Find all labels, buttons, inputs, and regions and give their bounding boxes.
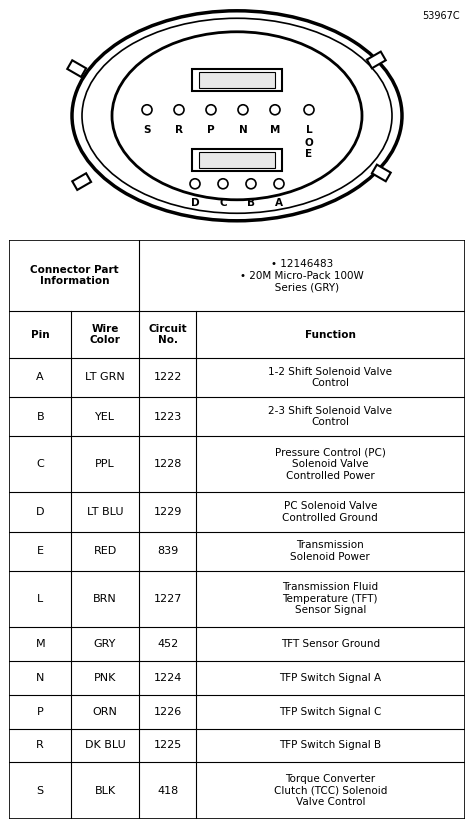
Text: DK BLU: DK BLU bbox=[85, 740, 126, 750]
Text: 53967C: 53967C bbox=[422, 11, 460, 21]
FancyBboxPatch shape bbox=[199, 72, 275, 88]
Text: R: R bbox=[175, 125, 183, 135]
Text: B: B bbox=[247, 198, 255, 208]
Text: 452: 452 bbox=[157, 639, 178, 649]
Text: M: M bbox=[270, 125, 280, 135]
Bar bbox=[67, 60, 86, 77]
Text: N: N bbox=[36, 672, 45, 683]
Text: Connector Part
Information: Connector Part Information bbox=[30, 265, 118, 286]
Text: 839: 839 bbox=[157, 546, 178, 556]
Text: 1224: 1224 bbox=[154, 672, 182, 683]
Text: 2-3 Shift Solenoid Valve
Control: 2-3 Shift Solenoid Valve Control bbox=[268, 406, 392, 428]
Text: Transmission
Solenoid Power: Transmission Solenoid Power bbox=[291, 540, 370, 562]
Text: Circuit
No.: Circuit No. bbox=[148, 323, 187, 346]
Text: S: S bbox=[143, 125, 151, 135]
Text: P: P bbox=[207, 125, 215, 135]
Text: PC Solenoid Valve
Controlled Ground: PC Solenoid Valve Controlled Ground bbox=[283, 501, 378, 523]
Text: B: B bbox=[36, 412, 44, 422]
Text: 1222: 1222 bbox=[154, 372, 182, 382]
Text: Pressure Control (PC)
Solenoid Valve
Controlled Power: Pressure Control (PC) Solenoid Valve Con… bbox=[275, 447, 386, 480]
Text: GRY: GRY bbox=[94, 639, 116, 649]
Text: O
E: O E bbox=[305, 138, 313, 160]
Text: 1-2 Shift Solenoid Valve
Control: 1-2 Shift Solenoid Valve Control bbox=[268, 366, 392, 388]
Text: 1227: 1227 bbox=[154, 594, 182, 604]
Text: 1229: 1229 bbox=[154, 507, 182, 517]
Text: Wire
Color: Wire Color bbox=[90, 323, 120, 346]
Bar bbox=[372, 165, 391, 181]
Text: 1226: 1226 bbox=[154, 706, 182, 717]
Text: A: A bbox=[275, 198, 283, 208]
Text: M: M bbox=[36, 639, 45, 649]
Text: BLK: BLK bbox=[94, 786, 116, 796]
Text: N: N bbox=[238, 125, 247, 135]
Bar bbox=[72, 174, 91, 190]
Text: S: S bbox=[36, 786, 44, 796]
FancyBboxPatch shape bbox=[192, 69, 282, 91]
Text: 1225: 1225 bbox=[154, 740, 182, 750]
Text: C: C bbox=[36, 459, 44, 469]
Text: L: L bbox=[37, 594, 43, 604]
Text: PNK: PNK bbox=[94, 672, 116, 683]
Text: TFP Switch Signal B: TFP Switch Signal B bbox=[279, 740, 382, 750]
Text: A: A bbox=[36, 372, 44, 382]
Text: • 12146483
• 20M Micro-Pack 100W
   Series (GRY): • 12146483 • 20M Micro-Pack 100W Series … bbox=[240, 259, 364, 292]
Text: 1228: 1228 bbox=[154, 459, 182, 469]
Text: YEL: YEL bbox=[95, 412, 115, 422]
Text: Function: Function bbox=[305, 329, 356, 340]
Text: L: L bbox=[306, 125, 312, 135]
Text: BRN: BRN bbox=[93, 594, 117, 604]
Text: D: D bbox=[36, 507, 45, 517]
Text: P: P bbox=[37, 706, 44, 717]
Text: Torque Converter
Clutch (TCC) Solenoid
Valve Control: Torque Converter Clutch (TCC) Solenoid V… bbox=[273, 774, 387, 807]
Text: PPL: PPL bbox=[95, 459, 115, 469]
FancyBboxPatch shape bbox=[192, 149, 282, 171]
Bar bbox=[367, 51, 386, 69]
Text: Pin: Pin bbox=[31, 329, 49, 340]
Text: LT BLU: LT BLU bbox=[87, 507, 123, 517]
Text: E: E bbox=[36, 546, 44, 556]
Text: D: D bbox=[191, 198, 199, 208]
Text: 1223: 1223 bbox=[154, 412, 182, 422]
Text: Transmission Fluid
Temperature (TFT)
Sensor Signal: Transmission Fluid Temperature (TFT) Sen… bbox=[282, 582, 378, 615]
Text: C: C bbox=[219, 198, 227, 208]
Text: LT GRN: LT GRN bbox=[85, 372, 125, 382]
Text: TFP Switch Signal A: TFP Switch Signal A bbox=[279, 672, 382, 683]
Text: ORN: ORN bbox=[92, 706, 118, 717]
Text: R: R bbox=[36, 740, 44, 750]
FancyBboxPatch shape bbox=[199, 152, 275, 168]
Text: TFP Switch Signal C: TFP Switch Signal C bbox=[279, 706, 382, 717]
Text: 418: 418 bbox=[157, 786, 178, 796]
Text: TFT Sensor Ground: TFT Sensor Ground bbox=[281, 639, 380, 649]
Text: RED: RED bbox=[93, 546, 117, 556]
